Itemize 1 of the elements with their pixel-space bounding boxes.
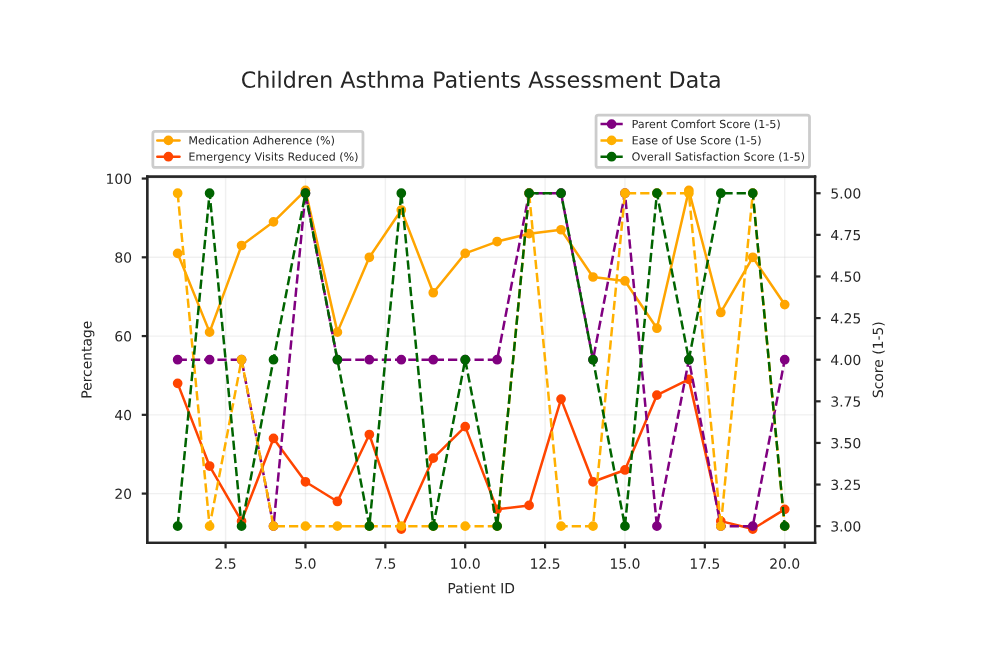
chart-title: Children Asthma Patients Assessment Data [242,70,720,89]
